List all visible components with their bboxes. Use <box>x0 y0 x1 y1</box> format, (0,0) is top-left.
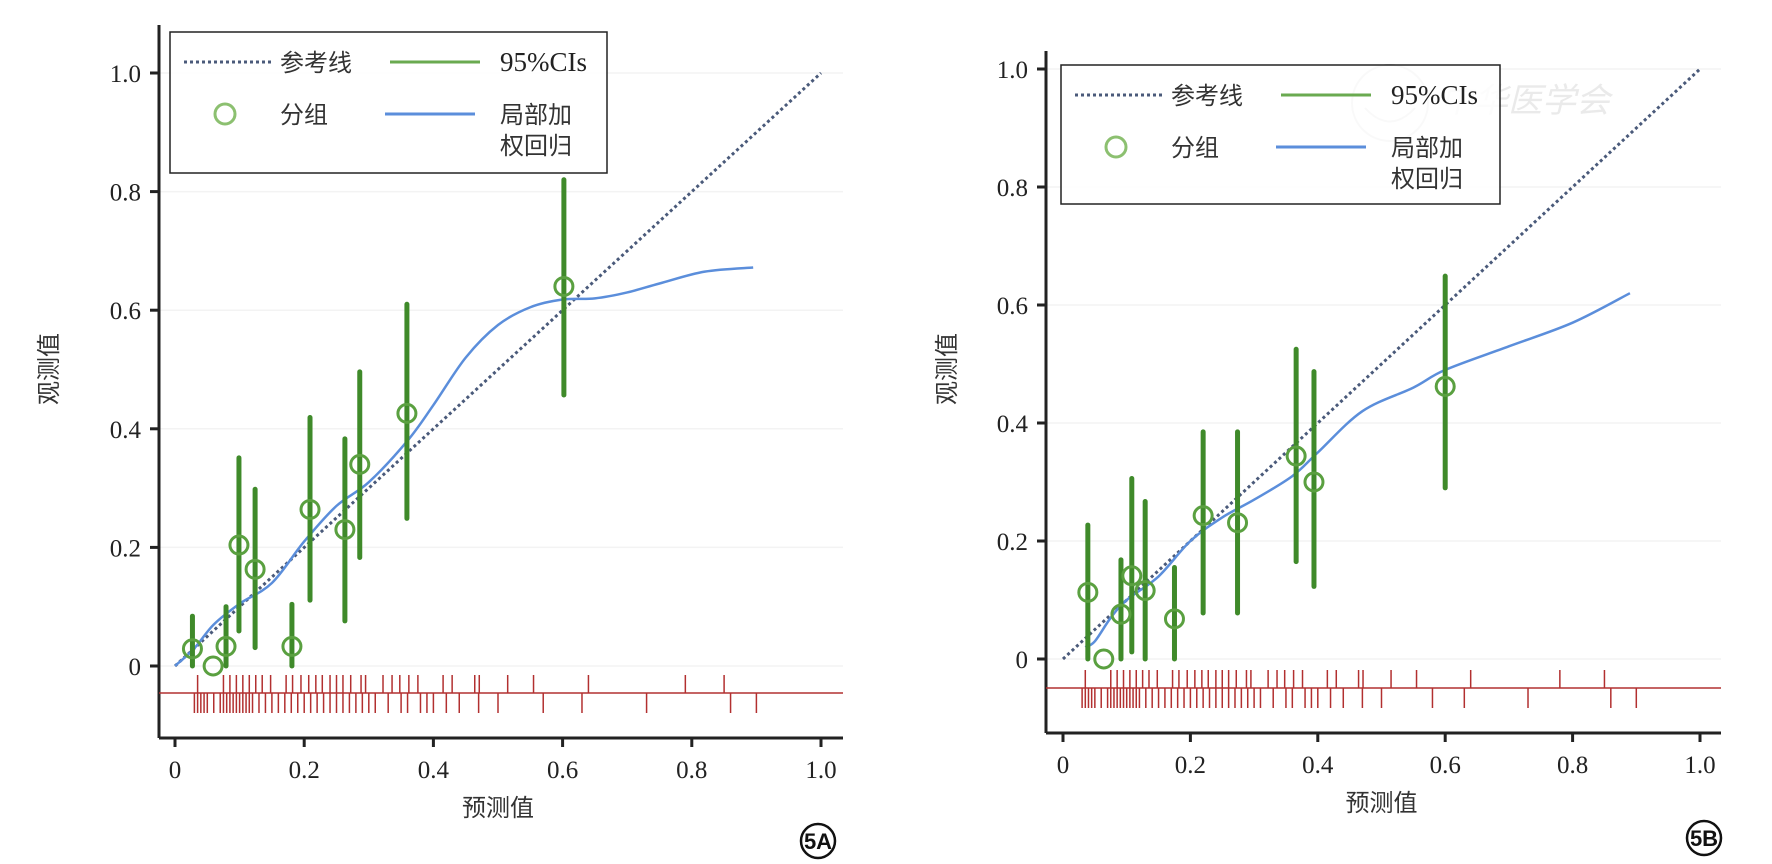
x-axis-title: 预测值 <box>462 794 534 822</box>
legend-loess-label-line2: 权回归 <box>500 132 572 160</box>
group-point <box>334 519 356 541</box>
x-tick-label: 0.6 <box>1430 752 1461 779</box>
loess-curve <box>174 266 754 667</box>
y-tick-label: 1.0 <box>110 61 141 88</box>
y-tick-label: 0.8 <box>997 175 1028 202</box>
group-point <box>1121 565 1143 587</box>
group-point <box>1434 375 1456 397</box>
legend-ci-label: 95%CIs <box>1391 80 1478 110</box>
legend-box <box>169 31 608 174</box>
group-point <box>1163 608 1185 630</box>
x-tick-label: 1.0 <box>1684 752 1715 779</box>
x-tick-label: 0.4 <box>418 757 450 784</box>
chart-panel-5a: 0 0.2 0.4 0.6 0.8 1.0 0 0.2 0.4 0.6 0.8 1.0 预测值 观测值 参考… <box>35 25 843 860</box>
reference-line <box>173 71 823 668</box>
group-point <box>281 635 303 657</box>
y-axis-title: 观测值 <box>35 333 63 405</box>
panel-label: 5A <box>804 829 832 854</box>
y-tick-label: 0.2 <box>997 529 1028 556</box>
x-tick-label: 0 <box>1057 752 1070 779</box>
legend-loess-label-line2: 权回归 <box>1391 165 1463 193</box>
legend-group-swatch <box>1104 135 1128 159</box>
reference-line <box>1061 67 1702 661</box>
group-point <box>1227 512 1249 534</box>
y-tick-label: 1.0 <box>997 57 1028 84</box>
y-tick-label: 0.8 <box>110 180 141 207</box>
loess-curve <box>1084 292 1631 649</box>
group-point <box>215 635 237 657</box>
group-point <box>396 402 418 424</box>
y-tick-label: 0 <box>1016 647 1029 674</box>
legend-box <box>1060 64 1501 205</box>
group-point <box>553 275 575 297</box>
legend-group-label: 分组 <box>280 101 328 129</box>
x-tick-label: 0.2 <box>289 757 320 784</box>
y-tick-label: 0.6 <box>110 298 141 325</box>
group-point <box>202 655 224 677</box>
legend-reference-label: 参考线 <box>1171 82 1243 110</box>
legend-reference-label: 参考线 <box>280 49 352 77</box>
group-point <box>349 453 371 475</box>
x-tick-label: 0.4 <box>1302 752 1334 779</box>
legend-loess-label-line1: 局部加 <box>500 101 572 129</box>
y-tick-label: 0.4 <box>110 417 142 444</box>
group-point <box>1110 603 1132 625</box>
group-point <box>1192 505 1214 527</box>
x-tick-label: 0.8 <box>1557 752 1588 779</box>
panel-label: 5B <box>1690 826 1718 851</box>
group-point <box>228 534 250 556</box>
x-tick-label: 1.0 <box>805 757 836 784</box>
group-point <box>1077 581 1099 603</box>
chart-panel-5b: 00.20.40.60.81.00 0.2 0.4 0.6 0.8 1.0预测值观测值中华… <box>933 51 1723 857</box>
x-tick-label: 0.6 <box>547 757 578 784</box>
group-point <box>244 558 266 580</box>
legend-group-label: 分组 <box>1171 134 1219 162</box>
y-tick-label: 0.6 <box>997 293 1028 320</box>
y-tick-label: 0 <box>129 654 142 681</box>
group-point <box>1285 445 1307 467</box>
legend-group-swatch <box>213 102 237 126</box>
x-tick-label: 0.8 <box>676 757 707 784</box>
group-point <box>1303 471 1325 493</box>
group-point <box>1093 648 1115 670</box>
panel-label-circle <box>799 822 837 860</box>
group-point <box>299 498 321 520</box>
legend-loess-label-line1: 局部加 <box>1391 134 1463 162</box>
legend-ci-label: 95%CIs <box>500 47 587 77</box>
y-axis-title: 观测值 <box>933 333 961 405</box>
x-tick-label: 0 <box>169 757 182 784</box>
y-tick-label: 0.2 <box>110 535 141 562</box>
group-point <box>181 638 203 660</box>
y-tick-label: 0.4 <box>997 411 1029 438</box>
x-tick-label: 0.2 <box>1175 752 1206 779</box>
group-point <box>1134 580 1156 602</box>
panel-label-circle <box>1685 819 1723 857</box>
x-axis-title: 预测值 <box>1346 789 1418 817</box>
